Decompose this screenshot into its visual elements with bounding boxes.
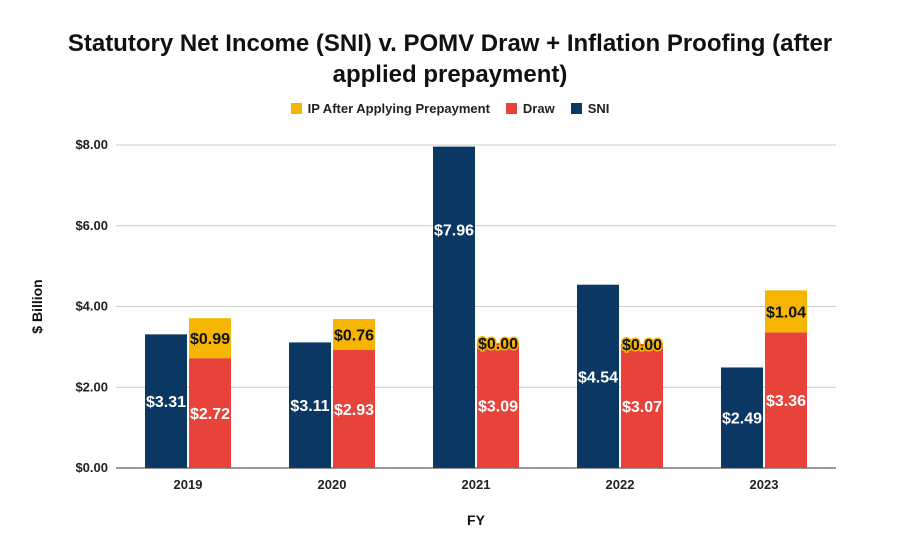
chart-title-line-2: applied prepayment) — [332, 61, 568, 88]
bar-sni — [721, 367, 763, 468]
bar-draw — [621, 344, 663, 468]
bar-draw — [765, 332, 807, 468]
x-tick-label: 2023 — [750, 477, 779, 492]
x-tick-label: 2021 — [462, 477, 491, 492]
bar-draw — [477, 343, 519, 468]
legend-label-sni: SNI — [587, 101, 610, 116]
data-label-draw: $3.09 — [478, 399, 518, 416]
bar-sni — [433, 146, 475, 469]
legend-label-ip: IP After Applying Prepayment — [307, 101, 490, 116]
bar-ip — [189, 318, 231, 359]
data-label-draw: $3.36 — [766, 393, 806, 410]
data-label-draw: $2.72 — [190, 406, 230, 423]
legend-item-ip: IP After Applying Prepayment — [290, 101, 490, 116]
y-tick-label: $2.00 — [75, 379, 108, 394]
data-label-sni: $3.11 — [290, 398, 329, 415]
legend-swatch-sni — [570, 103, 582, 114]
x-tick-label: 2019 — [174, 477, 203, 492]
bar-draw — [189, 358, 231, 468]
x-tick-label: 2020 — [318, 477, 347, 492]
data-label-sni: $2.49 — [722, 411, 762, 428]
x-axis-title: FY — [467, 512, 486, 528]
legend-label-draw: Draw — [522, 101, 555, 116]
data-label-draw: $3.07 — [622, 399, 662, 416]
data-label-sni: $3.31 — [146, 394, 186, 411]
y-axis-title: $ Billion — [29, 279, 45, 333]
data-label-draw: $2.93 — [334, 402, 374, 419]
legend-swatch-draw — [505, 103, 517, 114]
bar-ip — [765, 290, 807, 333]
bar-ip — [333, 319, 375, 350]
y-tick-label: $4.00 — [75, 299, 108, 314]
legend-item-sni: SNI — [570, 101, 610, 116]
bar-sni — [289, 342, 331, 468]
data-label-ip: $0.76 — [334, 327, 374, 344]
y-tick-label: $0.00 — [75, 460, 108, 475]
legend: IP After Applying Prepayment Draw SNI — [0, 101, 900, 116]
data-label-ip: $1.04 — [766, 304, 806, 321]
data-label-ip: $0.00 — [622, 337, 662, 354]
chart-title-line-1: Statutory Net Income (SNI) v. POMV Draw … — [67, 30, 833, 57]
x-tick-label: 2022 — [606, 477, 635, 492]
legend-item-draw: Draw — [505, 101, 555, 116]
legend-swatch-ip — [290, 103, 302, 114]
data-label-sni: $4.54 — [578, 369, 618, 386]
bar-sni — [577, 284, 619, 468]
bar-draw — [333, 349, 375, 468]
data-label-ip: $0.00 — [478, 336, 518, 353]
y-tick-label: $8.00 — [75, 137, 108, 152]
data-label-ip: $0.99 — [190, 331, 230, 348]
chart-title: Statutory Net Income (SNI) v. POMV Draw … — [0, 28, 900, 90]
y-tick-label: $6.00 — [75, 218, 108, 233]
bar-sni — [145, 334, 187, 468]
data-label-sni: $7.96 — [434, 223, 474, 240]
